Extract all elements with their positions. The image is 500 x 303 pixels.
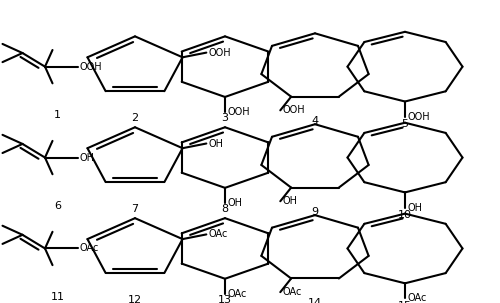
Text: 10: 10 — [398, 210, 412, 220]
Text: 5: 5 — [402, 119, 408, 129]
Text: 9: 9 — [312, 207, 318, 217]
Text: OAc: OAc — [209, 229, 228, 239]
Text: OH: OH — [408, 202, 422, 213]
Text: 11: 11 — [50, 292, 64, 302]
Text: 14: 14 — [308, 298, 322, 303]
Text: 8: 8 — [222, 204, 228, 214]
Text: 4: 4 — [312, 116, 318, 126]
Text: 13: 13 — [218, 295, 232, 303]
Text: OOH: OOH — [80, 62, 102, 72]
Text: OAc: OAc — [228, 289, 247, 299]
Text: OH: OH — [80, 152, 94, 163]
Text: 12: 12 — [128, 295, 142, 303]
Text: 15: 15 — [398, 301, 412, 303]
Text: OAc: OAc — [283, 287, 302, 297]
Text: 6: 6 — [54, 201, 61, 211]
Text: OAc: OAc — [80, 243, 99, 254]
Text: OOH: OOH — [283, 105, 306, 115]
Text: 2: 2 — [132, 113, 138, 123]
Text: OOH: OOH — [408, 112, 430, 122]
Text: 7: 7 — [132, 204, 138, 214]
Text: OH: OH — [228, 198, 242, 208]
Text: OOH: OOH — [228, 107, 250, 117]
Text: 1: 1 — [54, 110, 61, 120]
Text: 3: 3 — [222, 113, 228, 123]
Text: OAc: OAc — [408, 293, 427, 303]
Text: OH: OH — [209, 138, 224, 148]
Text: OH: OH — [283, 196, 298, 206]
Text: OOH: OOH — [209, 48, 232, 58]
